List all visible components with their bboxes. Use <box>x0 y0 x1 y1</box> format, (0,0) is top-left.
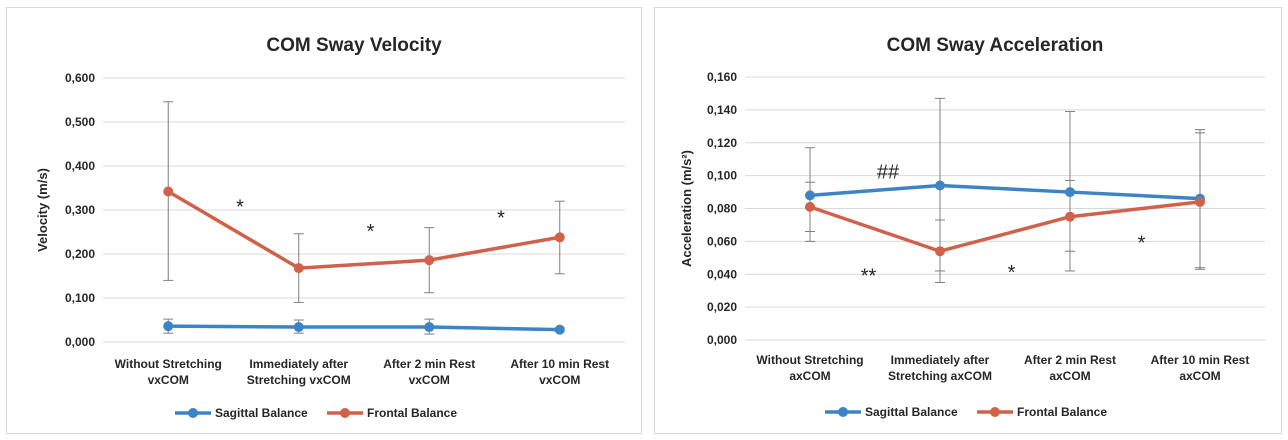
data-point <box>293 263 304 274</box>
y-tick-label: 0,300 <box>65 203 95 217</box>
y-tick-label: 0,040 <box>707 267 737 281</box>
series-line-sagittal-balance <box>168 324 560 332</box>
x-category-label: Immediately after <box>891 353 990 367</box>
series-line-sagittal-balance <box>809 183 1201 201</box>
y-tick-label: 0,100 <box>65 291 95 305</box>
data-point <box>935 180 945 191</box>
data-point <box>424 255 435 266</box>
significance-marker: ## <box>877 162 900 184</box>
x-category-label: vxCOM <box>148 373 189 387</box>
data-point <box>1065 187 1075 198</box>
data-point <box>424 322 435 333</box>
y-tick-label: 0,060 <box>707 234 737 248</box>
series-line-frontal-balance <box>809 200 1201 253</box>
y-tick-label: 0,140 <box>707 103 737 117</box>
y-tick-label: 0,000 <box>65 335 95 349</box>
legend-swatch-marker <box>340 408 350 418</box>
data-point <box>293 322 304 333</box>
data-point <box>163 186 174 197</box>
x-category-label: Stretching axCOM <box>888 369 992 383</box>
chart-title: COM Sway Velocity <box>266 35 442 56</box>
velocity-chart-panel: COM Sway Velocity 0,000 0,100 0,200 0,300 0,4… <box>6 7 642 434</box>
legend-label: Frontal Balance <box>367 406 457 420</box>
y-axis-label: Velocity (m/s) <box>35 168 50 252</box>
data-point <box>805 201 815 212</box>
legend-swatch-marker <box>188 408 198 418</box>
y-tick-label: 0,400 <box>65 159 95 173</box>
x-category-label: axCOM <box>1179 369 1220 383</box>
y-tick-label: 0,600 <box>65 71 95 85</box>
data-point <box>554 232 565 243</box>
legend-label: Frontal Balance <box>1017 405 1107 419</box>
y-tick-label: 0,000 <box>707 333 737 347</box>
y-tick-label: 0,100 <box>707 169 737 183</box>
legend-label: Sagittal Balance <box>215 406 308 420</box>
x-category-label: vxCOM <box>409 373 450 387</box>
y-axis-label: Acceleration (m/s²) <box>679 150 694 267</box>
data-point <box>1195 196 1205 207</box>
legend-label: Sagittal Balance <box>865 405 958 419</box>
y-tick-label: 0,500 <box>65 115 95 129</box>
acceleration-chart-panel: COM Sway Acceleration 0,000 0,020 0,040 0,06… <box>654 7 1282 434</box>
acceleration-chart: COM Sway Acceleration 0,000 0,020 0,040 0,06… <box>679 35 1265 419</box>
x-category-label: After 2 min Rest <box>383 357 475 371</box>
legend-swatch-marker <box>838 407 848 417</box>
y-tick-label: 0,080 <box>707 202 737 216</box>
x-category-label: Immediately after <box>249 357 348 371</box>
x-category-label: vxCOM <box>539 373 580 387</box>
data-point <box>1065 211 1075 222</box>
significance-marker: * <box>497 208 505 230</box>
x-category-label: After 2 min Rest <box>1024 353 1116 367</box>
chart-title: COM Sway Acceleration <box>887 35 1104 56</box>
y-tick-label: 0,020 <box>707 300 737 314</box>
data-point <box>935 246 945 257</box>
data-point <box>805 190 815 201</box>
data-point <box>163 321 174 332</box>
velocity-chart: COM Sway Velocity 0,000 0,100 0,200 0,300 0,4… <box>35 35 625 420</box>
y-tick-label: 0,160 <box>707 70 737 84</box>
legend-swatch-marker <box>990 407 1000 417</box>
x-category-label: axCOM <box>1049 369 1090 383</box>
significance-marker: ** <box>861 265 877 287</box>
x-category-label: After 10 min Rest <box>510 357 609 371</box>
significance-marker: * <box>1138 232 1146 254</box>
y-tick-label: 0,200 <box>65 247 95 261</box>
significance-marker: * <box>236 197 244 219</box>
x-category-label: Without Stretching <box>756 353 863 367</box>
significance-marker: * <box>367 221 375 243</box>
x-category-label: After 10 min Rest <box>1151 353 1250 367</box>
x-category-label: Without Stretching <box>115 357 222 371</box>
x-category-label: axCOM <box>789 369 830 383</box>
x-category-label: Stretching vxCOM <box>247 373 351 387</box>
significance-marker: * <box>1008 262 1016 284</box>
data-point <box>554 324 565 335</box>
series-line-frontal-balance <box>167 190 561 270</box>
y-tick-label: 0,120 <box>707 136 737 150</box>
